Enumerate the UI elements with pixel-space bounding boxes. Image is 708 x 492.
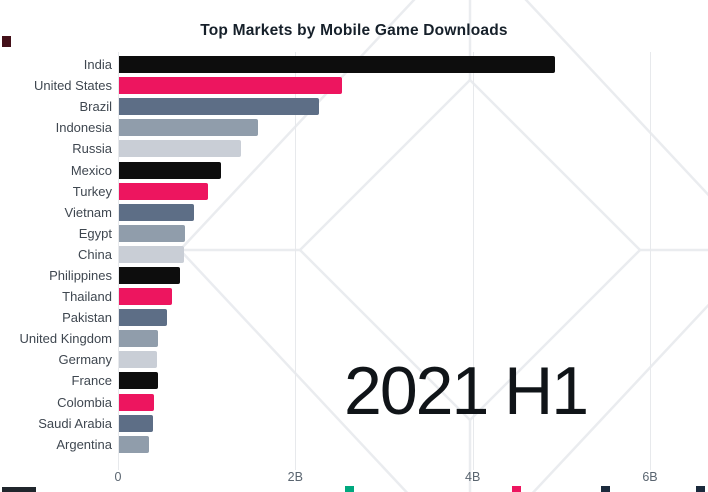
gridline xyxy=(650,52,651,470)
bar-row: Mexico xyxy=(0,159,708,180)
x-tick-label: 4B xyxy=(465,470,481,484)
bar-track xyxy=(119,393,708,411)
x-tick-label: 6B xyxy=(642,470,658,484)
category-label: United Kingdom xyxy=(19,331,113,347)
bar-rows: India United States Brazil Indonesia Russia M… xyxy=(0,54,708,455)
bar-track xyxy=(119,161,708,179)
category-label: India xyxy=(83,57,112,73)
bar xyxy=(119,288,173,306)
bar-row: United Kingdom xyxy=(0,328,708,349)
bar xyxy=(119,351,158,369)
gridline xyxy=(118,52,119,470)
category-label: Saudi Arabia xyxy=(38,415,112,431)
bar-track xyxy=(119,266,708,284)
category-label: Russia xyxy=(72,141,112,157)
bar xyxy=(119,309,167,327)
bar-row: Indonesia xyxy=(0,117,708,138)
bar xyxy=(119,119,259,137)
gridline xyxy=(295,52,297,470)
bar xyxy=(119,203,195,221)
bar-track xyxy=(119,309,708,327)
category-label: Vietnam xyxy=(64,204,112,220)
bar-track xyxy=(119,245,708,263)
bar xyxy=(119,98,319,116)
category-label: Mexico xyxy=(70,162,112,178)
left-edge-artifact xyxy=(2,36,11,47)
category-label: Philippines xyxy=(49,267,112,283)
category-label: Egypt xyxy=(78,225,112,241)
legend-swatch xyxy=(512,486,521,492)
bar xyxy=(119,245,184,263)
category-label: United States xyxy=(33,78,112,94)
bar-row: Russia xyxy=(0,138,708,159)
bar-track xyxy=(119,182,708,200)
bar xyxy=(119,161,221,179)
category-label: Pakistan xyxy=(62,310,112,326)
legend-swatch xyxy=(601,486,610,492)
bar-row: Saudi Arabia xyxy=(0,413,708,434)
bar xyxy=(119,77,343,95)
timer-label: 2021 H1 xyxy=(344,353,589,429)
bar-row: China xyxy=(0,244,708,265)
bar-row: Argentina xyxy=(0,434,708,455)
category-label: Thailand xyxy=(62,289,112,305)
legend-swatch xyxy=(345,486,354,492)
bar xyxy=(119,224,185,242)
bar-row: Philippines xyxy=(0,265,708,286)
bar xyxy=(119,140,242,158)
bar-track xyxy=(119,140,708,158)
bar-row: United States xyxy=(0,75,708,96)
category-label: Argentina xyxy=(56,436,112,452)
category-label: Germany xyxy=(58,352,112,368)
bar-row: Turkey xyxy=(0,181,708,202)
clipped-footer-text xyxy=(2,487,36,492)
bar-row: India xyxy=(0,54,708,75)
x-tick-label: 2B xyxy=(287,470,303,484)
category-label: Turkey xyxy=(72,183,112,199)
chart-title: Top Markets by Mobile Game Downloads xyxy=(200,22,508,39)
bar-row: Vietnam xyxy=(0,202,708,223)
category-label: Indonesia xyxy=(55,120,112,136)
bar-track xyxy=(119,203,708,221)
bar xyxy=(119,182,208,200)
bar-row: Egypt xyxy=(0,223,708,244)
bar xyxy=(119,393,155,411)
gridline xyxy=(472,52,474,470)
bar xyxy=(119,330,158,348)
bar-track xyxy=(119,330,708,348)
category-label: Colombia xyxy=(57,394,112,410)
bar-row: Germany xyxy=(0,349,708,370)
x-tick-label: 0 xyxy=(114,470,122,484)
category-label: Brazil xyxy=(79,99,112,115)
bar-row: Colombia xyxy=(0,392,708,413)
bar-track xyxy=(119,372,708,390)
bar xyxy=(119,435,150,453)
bar-row: Thailand xyxy=(0,286,708,307)
bar xyxy=(119,266,181,284)
bar-track xyxy=(119,351,708,369)
category-label: China xyxy=(78,246,112,262)
bar-track xyxy=(119,77,708,95)
legend-swatch xyxy=(696,486,705,492)
bar xyxy=(119,372,158,390)
bar-track xyxy=(119,98,708,116)
bar-row: Pakistan xyxy=(0,307,708,328)
category-label: France xyxy=(71,373,112,389)
bar-track xyxy=(119,119,708,137)
bar-row: France xyxy=(0,370,708,391)
bar-track xyxy=(119,435,708,453)
bar xyxy=(119,414,153,432)
bar-track xyxy=(119,414,708,432)
bar-row: Brazil xyxy=(0,96,708,117)
bar-track xyxy=(119,224,708,242)
bar-track xyxy=(119,288,708,306)
bar-track xyxy=(119,56,708,74)
bar xyxy=(119,56,556,74)
